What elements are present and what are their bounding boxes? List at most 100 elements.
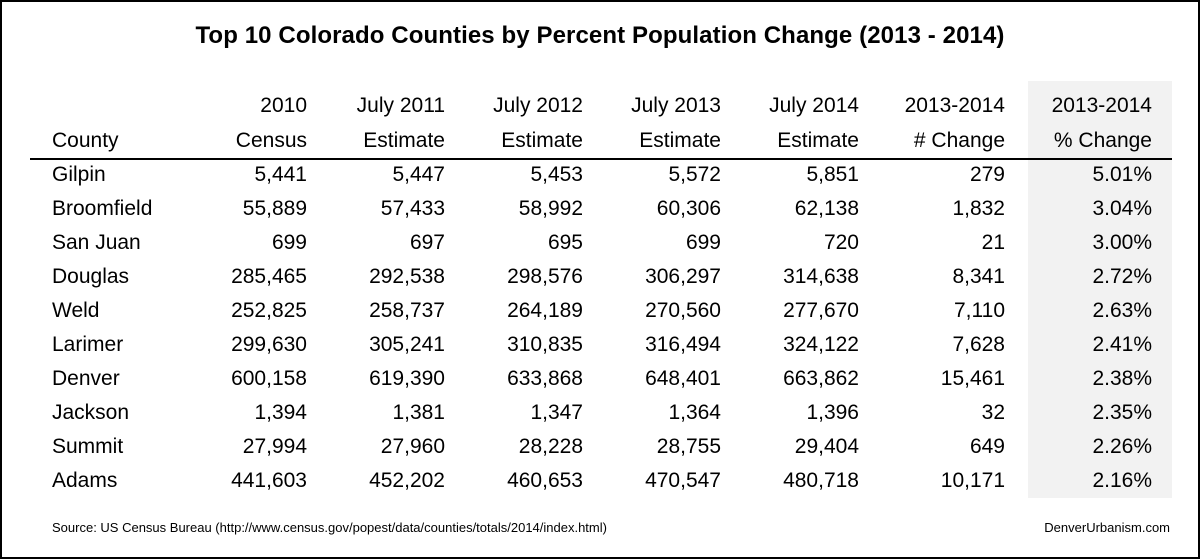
table-cell-change-count: 279 xyxy=(969,163,1005,186)
table-cell-change-count: 32 xyxy=(981,401,1005,424)
table-cell-estimate-2013: 648,401 xyxy=(645,367,721,390)
table-cell-change-count: 15,461 xyxy=(940,367,1005,390)
table-cell-estimate-2012: 58,992 xyxy=(518,197,583,220)
table-cell-change-percent: 3.00% xyxy=(1092,231,1152,254)
table-cell-estimate-2014: 5,851 xyxy=(806,163,859,186)
column-header-estimate-2013-line2: Estimate xyxy=(639,129,721,152)
column-header-estimate-2013-line1: July 2013 xyxy=(631,94,721,117)
table-cell-census-2010: 285,465 xyxy=(231,265,307,288)
table-cell-change-count: 649 xyxy=(969,435,1005,458)
column-header-census-2010-line2: Census xyxy=(235,129,307,152)
table-cell-change-count: 21 xyxy=(981,231,1005,254)
table-cell-estimate-2012: 28,228 xyxy=(518,435,583,458)
table-cell-census-2010: 55,889 xyxy=(242,197,307,220)
table-cell-estimate-2012: 310,835 xyxy=(507,333,583,356)
table-cell-change-count: 1,832 xyxy=(952,197,1005,220)
table-cell-estimate-2011: 1,381 xyxy=(392,401,445,424)
table-cell-estimate-2011: 292,538 xyxy=(369,265,445,288)
table-cell-estimate-2013: 306,297 xyxy=(645,265,721,288)
table-cell-estimate-2014: 720 xyxy=(823,231,859,254)
table-cell-estimate-2013: 1,364 xyxy=(668,401,721,424)
table-cell-estimate-2011: 258,737 xyxy=(369,299,445,322)
source-note: Source: US Census Bureau (http://www.cen… xyxy=(52,520,607,535)
table-cell-county: Larimer xyxy=(52,333,124,356)
table-cell-change-count: 8,341 xyxy=(952,265,1005,288)
table-cell-county: Weld xyxy=(52,299,100,322)
column-header-change-percent-line1: 2013-2014 xyxy=(1051,94,1152,117)
table-cell-estimate-2014: 480,718 xyxy=(783,469,859,492)
table-cell-change-percent: 2.26% xyxy=(1092,435,1152,458)
table-cell-change-percent: 5.01% xyxy=(1092,163,1152,186)
table-cell-estimate-2014: 277,670 xyxy=(783,299,859,322)
table-cell-change-count: 10,171 xyxy=(940,469,1005,492)
table-cell-estimate-2011: 697 xyxy=(409,231,445,254)
table-cell-change-percent: 3.04% xyxy=(1092,197,1152,220)
table-cell-change-count: 7,628 xyxy=(952,333,1005,356)
table-cell-county: Adams xyxy=(52,469,118,492)
table-cell-census-2010: 27,994 xyxy=(242,435,307,458)
table-cell-county: Douglas xyxy=(52,265,130,288)
table-cell-estimate-2013: 60,306 xyxy=(656,197,721,220)
table-cell-census-2010: 5,441 xyxy=(254,163,307,186)
table-cell-estimate-2014: 663,862 xyxy=(783,367,859,390)
table-cell-estimate-2013: 270,560 xyxy=(645,299,721,322)
table-cell-estimate-2013: 699 xyxy=(685,231,721,254)
table-cell-census-2010: 441,603 xyxy=(231,469,307,492)
table-cell-estimate-2012: 695 xyxy=(547,231,583,254)
table-cell-estimate-2013: 316,494 xyxy=(645,333,721,356)
table-cell-county: Broomfield xyxy=(52,197,153,220)
table-cell-estimate-2011: 5,447 xyxy=(392,163,445,186)
table-cell-change-percent: 2.35% xyxy=(1092,401,1152,424)
table-cell-estimate-2012: 1,347 xyxy=(530,401,583,424)
table-cell-change-percent: 2.63% xyxy=(1092,299,1152,322)
table-cell-change-percent: 2.41% xyxy=(1092,333,1152,356)
table-cell-estimate-2013: 5,572 xyxy=(668,163,721,186)
column-header-estimate-2014-line2: Estimate xyxy=(777,129,859,152)
table-cell-estimate-2011: 57,433 xyxy=(380,197,445,220)
column-header-estimate-2011-line1: July 2011 xyxy=(356,94,445,117)
column-header-estimate-2011-line2: Estimate xyxy=(363,129,445,152)
column-header-estimate-2012-line2: Estimate xyxy=(501,129,583,152)
table-cell-change-count: 7,110 xyxy=(954,299,1005,322)
table-cell-estimate-2014: 314,638 xyxy=(783,265,859,288)
table-cell-estimate-2011: 305,241 xyxy=(369,333,445,356)
table-cell-census-2010: 299,630 xyxy=(231,333,307,356)
table-cell-estimate-2014: 1,396 xyxy=(806,401,859,424)
column-header-change-percent-line2: % Change xyxy=(1053,129,1152,152)
table-cell-county: Gilpin xyxy=(52,163,106,186)
table-cell-estimate-2013: 470,547 xyxy=(645,469,721,492)
table-cell-census-2010: 699 xyxy=(271,231,307,254)
table-cell-estimate-2014: 29,404 xyxy=(794,435,859,458)
table-cell-county: Summit xyxy=(52,435,124,458)
table-cell-estimate-2011: 27,960 xyxy=(380,435,445,458)
table-cell-census-2010: 252,825 xyxy=(231,299,307,322)
table-cell-change-percent: 2.16% xyxy=(1092,469,1152,492)
column-header-estimate-2014-line1: July 2014 xyxy=(769,94,859,117)
column-header-county-line2: County xyxy=(52,129,119,152)
highlight-column-background xyxy=(1028,81,1172,498)
table-cell-county: San Juan xyxy=(52,231,141,254)
column-header-change-count-line2: # Change xyxy=(913,129,1005,152)
table-cell-estimate-2012: 298,576 xyxy=(507,265,583,288)
table-cell-census-2010: 1,394 xyxy=(254,401,307,424)
table-cell-change-percent: 2.38% xyxy=(1092,367,1152,390)
table-cell-estimate-2014: 62,138 xyxy=(794,197,859,220)
table-cell-estimate-2011: 452,202 xyxy=(369,469,445,492)
header-divider xyxy=(30,158,1172,160)
table-cell-estimate-2012: 264,189 xyxy=(507,299,583,322)
site-credit: DenverUrbanism.com xyxy=(1044,520,1170,535)
chart-title: Top 10 Colorado Counties by Percent Popu… xyxy=(195,22,1005,49)
table-cell-change-percent: 2.72% xyxy=(1092,265,1152,288)
table-cell-estimate-2011: 619,390 xyxy=(369,367,445,390)
table-cell-county: Jackson xyxy=(52,401,130,424)
table-cell-estimate-2014: 324,122 xyxy=(783,333,859,356)
column-header-change-count-line1: 2013-2014 xyxy=(904,94,1005,117)
table-cell-census-2010: 600,158 xyxy=(231,367,307,390)
column-header-estimate-2012-line1: July 2012 xyxy=(493,94,583,117)
column-header-census-2010-line1: 2010 xyxy=(260,94,307,117)
table-cell-estimate-2012: 460,653 xyxy=(507,469,583,492)
table-cell-estimate-2012: 5,453 xyxy=(530,163,583,186)
table-cell-county: Denver xyxy=(52,367,120,390)
